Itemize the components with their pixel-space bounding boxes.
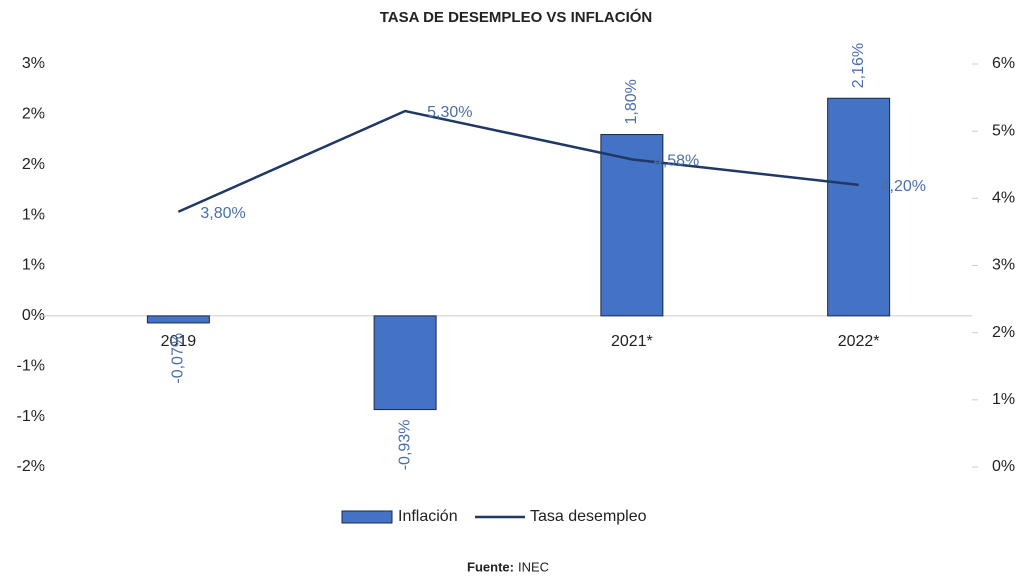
x-tick-label: 2021*	[611, 333, 653, 350]
source: INEC	[518, 559, 549, 574]
bar-value-label: -0,07%	[170, 333, 187, 384]
y2-tick-label: 2%	[992, 324, 1015, 341]
legend-swatch	[341, 510, 393, 524]
y2-tick-label: 4%	[992, 190, 1015, 207]
legend-label: Tasa desempleo	[530, 508, 647, 525]
x-tick-label: 2019	[161, 333, 197, 350]
bar	[600, 134, 664, 317]
line	[177, 109, 859, 213]
y-tick-label: -1%	[17, 408, 45, 425]
legend-label: Inflación	[398, 508, 458, 525]
x-tick-label: 2022*	[838, 333, 880, 350]
y-tick-label: 2%	[22, 106, 45, 123]
bar-value-label: 2,16%	[850, 43, 867, 88]
y-tick-label: 3%	[22, 55, 45, 72]
bar-value-label: 1,80%	[623, 79, 640, 124]
y-tick-label: 2%	[22, 156, 45, 173]
y2-tick-label: 3%	[992, 257, 1015, 274]
y-tick-label: 1%	[22, 257, 45, 274]
bar	[373, 315, 437, 411]
y2-tick-label: 0%	[992, 458, 1015, 475]
bar-value-label: -0,93%	[396, 420, 413, 471]
y2-tick-label: 5%	[992, 122, 1015, 139]
y2-tick-label: 1%	[992, 391, 1015, 408]
y-tick-label: -1%	[17, 357, 45, 374]
line-value-label: 5,30%	[427, 104, 472, 121]
bar	[146, 315, 210, 324]
line-value-label: 4,20%	[881, 178, 926, 195]
chart-title: TASA DE DESEMPLEO VS INFLACIÓN	[380, 8, 653, 26]
line-value-label: 4,58%	[654, 153, 699, 170]
y2-tick-label: 6%	[992, 55, 1015, 72]
source-label: Fuente:	[467, 559, 514, 574]
line-value-label: 3,80%	[200, 205, 245, 222]
bar	[827, 97, 891, 317]
y-tick-label: 0%	[22, 307, 45, 324]
y-tick-label: 1%	[22, 206, 45, 223]
y-tick-label: -2%	[17, 458, 45, 475]
